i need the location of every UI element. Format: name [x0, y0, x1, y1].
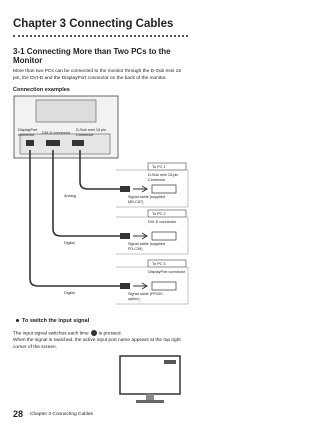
monitor-image [119, 355, 181, 403]
plug [120, 186, 130, 192]
switch-heading: To switch the input signal [16, 318, 89, 324]
connector-label: DisplayPort connector [148, 270, 186, 274]
page-number: 28 [13, 409, 24, 419]
footer-chapter: Chapter 3 Connecting Cables [30, 412, 93, 417]
diagram [13, 95, 189, 305]
cable [29, 150, 120, 287]
signal-label: Analog [64, 194, 76, 198]
text: is pressed. [98, 331, 122, 337]
plug [120, 233, 130, 239]
pc-box [116, 216, 189, 255]
monitor-label: DVI-D connector [42, 131, 71, 135]
switch-text: The input signal switches each time is pr… [13, 330, 191, 351]
signal-label: Digital [64, 241, 75, 245]
subheading: Connection examples [13, 87, 70, 93]
chapter-title: Chapter 3 Connecting Cables [13, 18, 174, 30]
bullet [16, 319, 19, 323]
connector-label: DVI-D connector [148, 220, 177, 224]
arrow [133, 185, 148, 193]
arrow [133, 282, 148, 290]
cable [79, 150, 120, 190]
signal-label: Digital [64, 291, 75, 295]
pc-label: To PC 2 [152, 211, 166, 216]
cable-label: Signal cable (PP200 option) [128, 292, 163, 301]
pc-box [116, 169, 189, 208]
pc-label: To PC 1 [152, 164, 166, 169]
body-text: More than two PCs can be connected to th… [13, 69, 181, 81]
pc-port [151, 231, 177, 241]
monitor-back [13, 95, 119, 159]
rule [13, 35, 188, 37]
text: The input signal switches each time [13, 331, 89, 337]
section-title: 3-1 Connecting More than Two PCs to the … [13, 47, 171, 65]
cable-label: Signal cable (supplied FD-C39) [128, 242, 166, 251]
page: Chapter 3 Connecting Cables 3-1 Connecti… [13, 18, 191, 419]
pc-port [151, 281, 177, 291]
cable [52, 150, 120, 237]
pc-label: To PC 3 [152, 261, 166, 266]
pc-port [151, 184, 177, 194]
monitor-label: DisplayPort connector [18, 128, 38, 137]
arrow [133, 232, 148, 240]
monitor-label: D-Sub mini 15 pin Connector [76, 128, 107, 137]
connector-label: D-Sub mini 15-pin Connector [148, 173, 179, 182]
switch-heading-text: To switch the input signal [22, 318, 90, 324]
pc-box [116, 266, 189, 305]
plug [120, 283, 130, 289]
text: When the signal is switched, the active … [13, 338, 181, 351]
button-icon [90, 330, 97, 336]
cable-label: Signal cable (supplied MD-C87) [128, 195, 166, 204]
